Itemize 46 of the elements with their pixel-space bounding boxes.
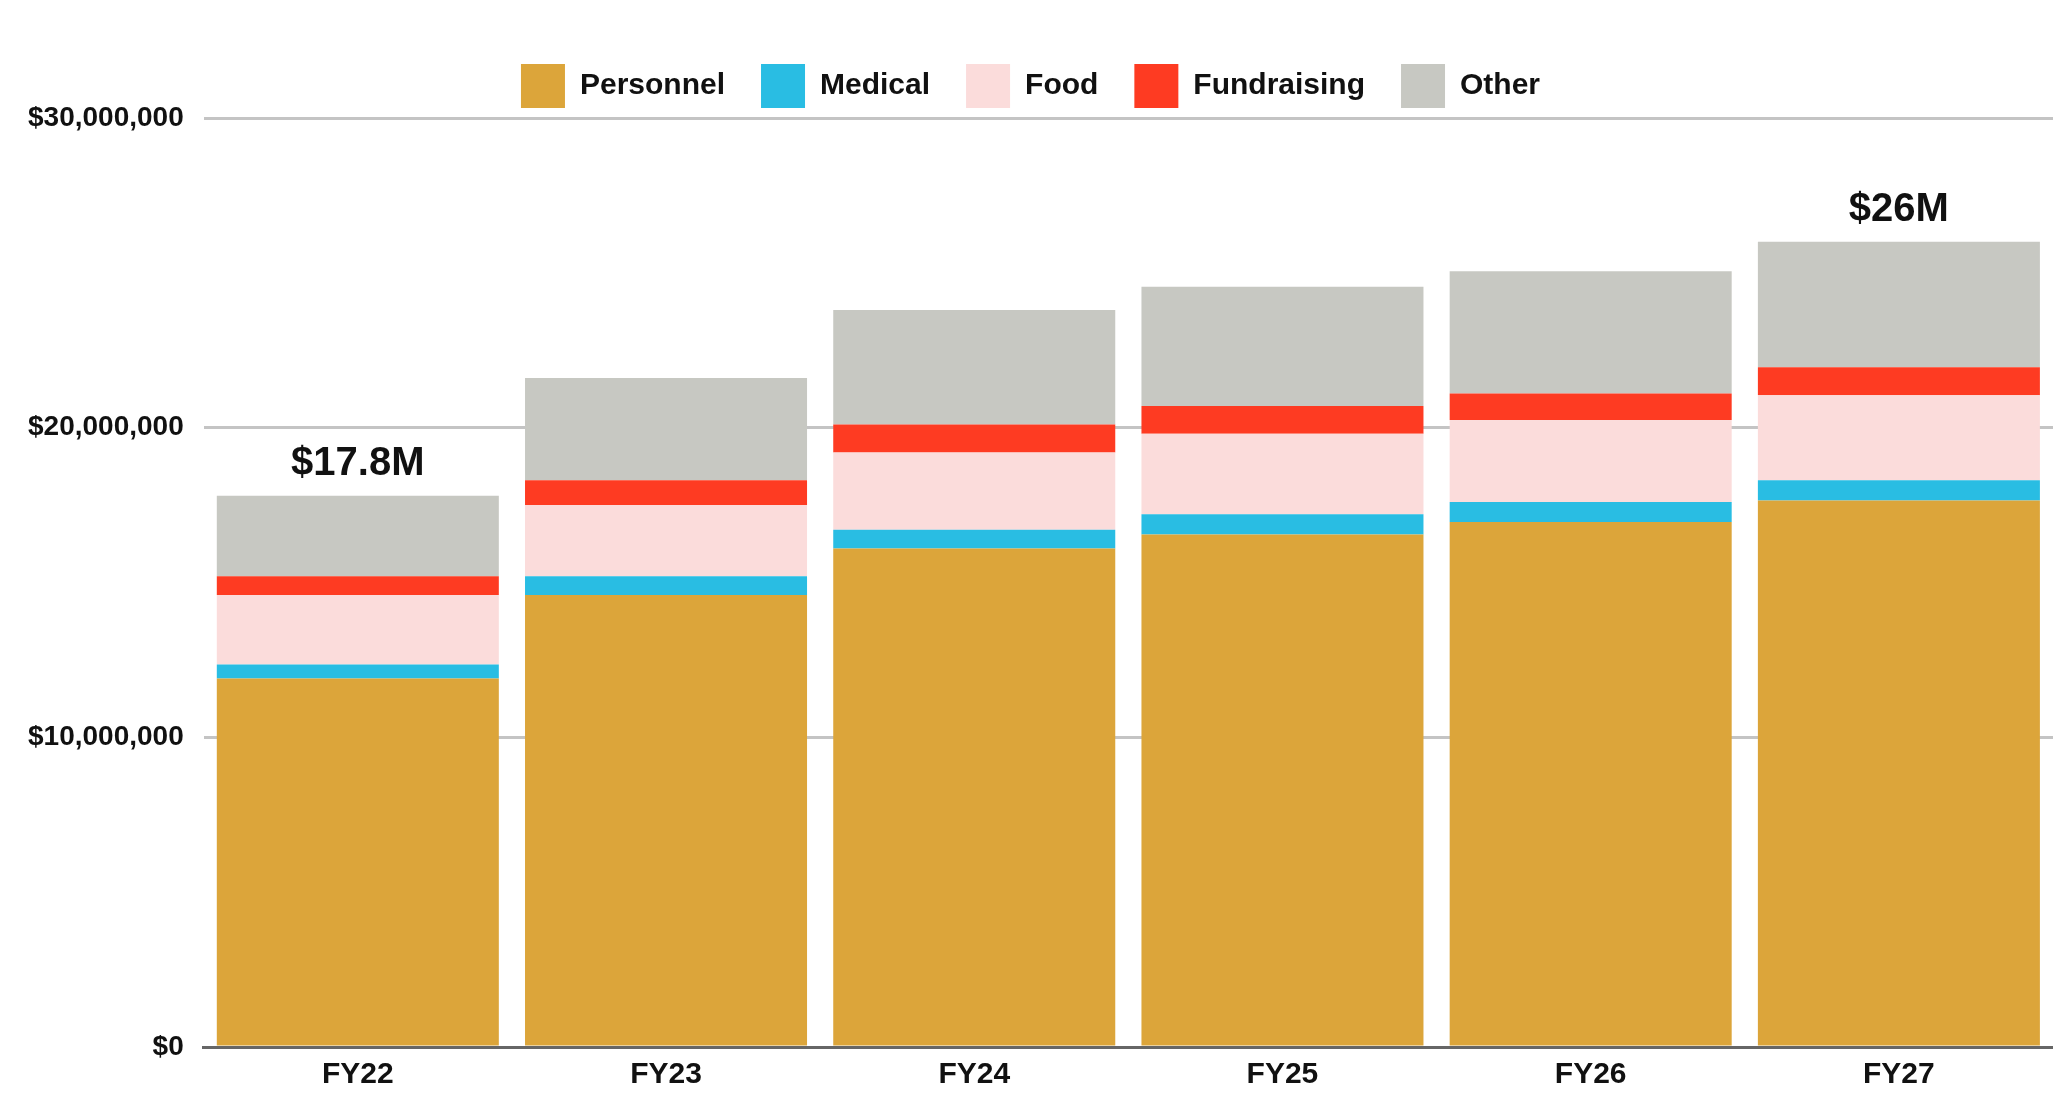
bar xyxy=(216,495,499,577)
bar xyxy=(216,594,499,665)
bar xyxy=(216,664,499,679)
bar xyxy=(1449,522,1732,1046)
bar xyxy=(1449,419,1732,502)
bar xyxy=(1141,514,1424,535)
y-tick-label: $20,000,000 xyxy=(27,410,184,442)
total-label: $17.8M xyxy=(291,438,425,483)
bar xyxy=(1757,241,2040,368)
bar xyxy=(833,548,1116,1046)
bar xyxy=(1449,501,1732,523)
bar xyxy=(1757,500,2040,1046)
legend-label: Personnel xyxy=(579,67,726,101)
bar xyxy=(525,480,808,506)
bar xyxy=(1449,393,1732,420)
bar xyxy=(1141,286,1424,406)
x-tick-label: FY23 xyxy=(630,1056,702,1090)
y-tick-label: $30,000,000 xyxy=(27,100,184,132)
x-tick-label: FY26 xyxy=(1554,1056,1627,1090)
legend-label: Food xyxy=(1025,67,1099,101)
bar xyxy=(833,309,1116,425)
bar xyxy=(833,529,1116,549)
x-tick-label: FY27 xyxy=(1863,1056,1935,1090)
bar xyxy=(833,424,1116,453)
bar xyxy=(1141,534,1424,1046)
bar xyxy=(1757,480,2040,501)
legend-label: Other xyxy=(1460,67,1541,101)
bar xyxy=(1757,395,2040,481)
x-tick-label: FY24 xyxy=(938,1056,1011,1090)
bar xyxy=(1141,433,1424,515)
x-tick-label: FY22 xyxy=(321,1056,394,1090)
bar xyxy=(525,576,808,595)
legend-label: Medical xyxy=(820,67,931,101)
bar xyxy=(1757,367,2040,396)
legend-label: Fundraising xyxy=(1193,67,1366,101)
bar xyxy=(1141,405,1424,434)
bar xyxy=(833,452,1116,530)
y-tick-label: $0 xyxy=(152,1029,184,1061)
bar xyxy=(525,594,808,1046)
bar xyxy=(216,678,499,1046)
y-tick-label: $10,000,000 xyxy=(27,720,184,752)
bar xyxy=(525,505,808,577)
total-label: $26M xyxy=(1848,184,1949,229)
bar xyxy=(216,576,499,595)
x-tick-label: FY25 xyxy=(1246,1056,1319,1090)
bar xyxy=(1449,271,1732,394)
